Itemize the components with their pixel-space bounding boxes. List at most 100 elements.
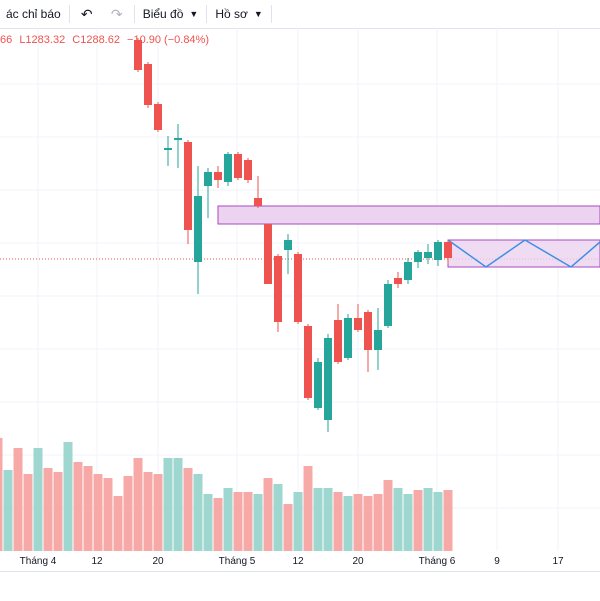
candle[interactable]	[194, 166, 202, 294]
candle[interactable]	[314, 358, 322, 410]
candle[interactable]	[324, 334, 332, 432]
candle[interactable]	[134, 38, 142, 72]
candle[interactable]	[294, 252, 302, 324]
volume-bar	[223, 488, 233, 551]
volume-bar	[293, 492, 303, 551]
candle-body	[154, 104, 162, 130]
volume-bar	[233, 492, 243, 551]
legend-low: L1283.32	[19, 34, 66, 46]
projection-zone[interactable]	[447, 239, 600, 268]
volume-bar	[213, 498, 223, 551]
redo-icon: ↷	[110, 5, 123, 22]
chevron-down-icon: ▼	[189, 9, 199, 19]
legend-close: C1288.62	[72, 34, 120, 46]
volume-bar	[443, 490, 453, 551]
candle[interactable]	[154, 102, 162, 132]
time-label: 20	[152, 556, 164, 567]
candle-body	[214, 172, 222, 180]
candle-body	[304, 326, 312, 398]
candle-body	[374, 330, 382, 350]
indicators-label: ác chỉ báo	[6, 7, 61, 21]
volume-bar	[243, 492, 253, 551]
time-label: Tháng 6	[418, 556, 456, 567]
candle[interactable]	[284, 234, 292, 274]
volume-bar	[203, 494, 213, 551]
candle-body	[244, 160, 252, 180]
volume-bar	[353, 494, 363, 551]
chart-type-button[interactable]: Biểu đồ ▼	[137, 0, 205, 28]
projection-path[interactable]	[447, 239, 600, 268]
candle-body	[444, 242, 452, 258]
candle[interactable]	[264, 224, 272, 284]
redo-button[interactable]: ↷	[102, 0, 132, 28]
candle[interactable]	[424, 244, 432, 264]
candle[interactable]	[404, 258, 412, 284]
price-chart[interactable]	[0, 28, 600, 551]
candle[interactable]	[254, 176, 262, 208]
candle[interactable]	[334, 304, 342, 364]
candle[interactable]	[434, 240, 442, 266]
volume-bar	[193, 474, 203, 551]
legend-open: 66	[0, 34, 13, 46]
volume-bar	[183, 468, 193, 551]
volume-bar	[363, 496, 373, 551]
candle[interactable]	[394, 272, 402, 288]
time-label: 20	[352, 556, 364, 567]
volume-bar	[413, 490, 423, 551]
candle-body	[414, 252, 422, 262]
volume-bar	[433, 492, 443, 551]
profile-button[interactable]: Hồ sơ ▼	[209, 0, 268, 28]
candle[interactable]	[144, 62, 152, 108]
candle[interactable]	[184, 140, 192, 244]
candle-body	[274, 256, 282, 322]
candle[interactable]	[374, 308, 382, 370]
volume-bar	[303, 466, 313, 551]
candle-body	[194, 196, 202, 262]
candle[interactable]	[224, 152, 232, 186]
time-label: 12	[292, 556, 304, 567]
time-axis[interactable]: Tháng 4 12 20 Tháng 5 12 20 Tháng 6 9 17	[0, 551, 600, 571]
indicators-button[interactable]: ác chỉ báo	[0, 0, 67, 28]
volume-bar	[13, 448, 23, 551]
candle[interactable]	[414, 250, 422, 268]
candle[interactable]	[234, 152, 242, 180]
volume-bar	[173, 458, 183, 551]
candle-body	[334, 320, 342, 362]
candle-body	[324, 338, 332, 420]
candle[interactable]	[354, 304, 362, 332]
candle[interactable]	[164, 136, 172, 166]
resistance-zone[interactable]	[217, 205, 600, 225]
undo-button[interactable]: ↶	[72, 0, 102, 28]
undo-icon: ↶	[80, 5, 93, 22]
candle[interactable]	[244, 158, 252, 183]
volume-bar	[63, 442, 73, 551]
bottom-strip	[0, 571, 600, 601]
candle[interactable]	[444, 240, 452, 264]
candle-body	[164, 148, 172, 150]
candle[interactable]	[344, 314, 352, 360]
candle[interactable]	[304, 324, 312, 400]
candle-body	[404, 262, 412, 280]
volume-bar	[403, 494, 413, 551]
volume-bar	[423, 488, 433, 551]
candle[interactable]	[274, 254, 282, 332]
time-label: 9	[494, 556, 500, 567]
volume-bar	[153, 474, 163, 551]
time-label: 12	[91, 556, 103, 567]
candle[interactable]	[174, 124, 182, 168]
time-label: Tháng 4	[19, 556, 57, 567]
volume-bar	[373, 494, 383, 551]
candle-body	[394, 278, 402, 284]
volume-bar	[3, 470, 13, 551]
volume-bar	[33, 448, 43, 551]
candle[interactable]	[214, 166, 222, 188]
volume-bars	[0, 438, 453, 551]
chart-type-label: Biểu đồ	[142, 7, 184, 21]
candle[interactable]	[364, 310, 372, 372]
volume-bar	[343, 496, 353, 551]
candle-body	[364, 312, 372, 350]
candle[interactable]	[384, 280, 392, 328]
candle[interactable]	[204, 168, 212, 218]
volume-bar	[393, 488, 403, 551]
candle-body	[314, 362, 322, 408]
